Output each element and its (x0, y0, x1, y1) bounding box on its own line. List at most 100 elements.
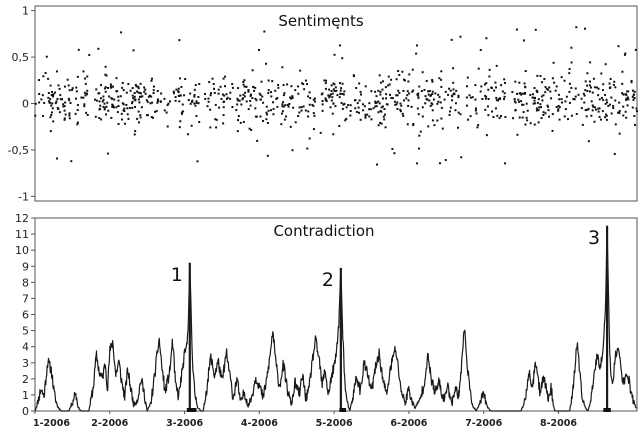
sentiment-point (560, 76, 563, 79)
sentiment-point (156, 98, 159, 101)
sentiment-point (291, 95, 294, 98)
sentiment-point (244, 91, 247, 94)
sentiment-point (598, 115, 601, 118)
sentiment-point (354, 107, 357, 110)
sentiment-point (63, 117, 66, 120)
sentiment-point (272, 113, 275, 116)
sentiment-point (627, 90, 630, 93)
sentiment-point (84, 82, 87, 85)
sentiment-point (71, 87, 74, 90)
sentiment-point (633, 90, 636, 93)
sentiment-point (40, 98, 43, 101)
sentiment-point (235, 109, 238, 112)
sentiment-point (193, 88, 196, 91)
sentiment-point (99, 104, 102, 107)
sentiments-y-tick-label: -0,5 (8, 144, 29, 157)
sentiment-point (282, 94, 285, 97)
sentiment-point (332, 82, 335, 85)
sentiment-point (495, 99, 498, 102)
sentiment-point (537, 98, 540, 101)
sentiment-point (122, 89, 125, 92)
sentiment-point (431, 78, 434, 81)
sentiment-point (602, 83, 605, 86)
sentiment-point (431, 92, 434, 95)
sentiment-point (84, 94, 87, 97)
sentiment-point (364, 115, 367, 118)
sentiment-point (150, 116, 153, 119)
sentiment-point (514, 109, 517, 112)
sentiment-point (145, 99, 148, 102)
sentiment-point (524, 70, 527, 73)
sentiment-point (245, 85, 248, 88)
sentiment-point (289, 125, 292, 128)
sentiment-point (589, 61, 592, 64)
sentiment-point (291, 97, 294, 100)
sentiment-point (131, 94, 134, 97)
sentiment-point (349, 104, 352, 107)
sentiment-point (209, 92, 212, 95)
sentiment-point (231, 83, 234, 86)
sentiment-point (469, 96, 472, 99)
sentiment-point (515, 28, 518, 31)
sentiment-point (321, 103, 324, 106)
sentiment-point (120, 31, 123, 34)
sentiment-point (58, 87, 61, 90)
sentiment-point (283, 92, 286, 95)
sentiment-point (439, 101, 442, 104)
sentiment-point (308, 91, 311, 94)
sentiment-point (304, 79, 307, 82)
sentiments-y-tick-label: -1 (18, 190, 29, 203)
sentiment-point (237, 87, 240, 90)
sentiment-point (585, 115, 588, 118)
sentiment-point (587, 140, 590, 143)
sentiment-point (63, 85, 66, 88)
sentiment-point (444, 159, 447, 162)
sentiment-point (504, 81, 507, 84)
sentiment-point (150, 77, 153, 80)
sentiment-point (247, 90, 250, 93)
sentiment-point (152, 89, 155, 92)
sentiment-point (49, 130, 52, 133)
sentiment-point (110, 86, 113, 89)
sentiment-point (85, 92, 88, 95)
sentiment-point (334, 105, 337, 108)
sentiment-point (547, 109, 550, 112)
sentiment-point (575, 26, 578, 29)
sentiment-point (635, 107, 638, 110)
sentiment-point (586, 84, 589, 87)
sentiment-point (503, 95, 506, 98)
sentiment-point (612, 104, 615, 107)
sentiment-point (150, 79, 153, 82)
sentiment-point (609, 77, 612, 80)
contradiction-line (34, 225, 637, 412)
sentiment-point (418, 85, 421, 88)
sentiment-point (125, 91, 128, 94)
sentiment-point (55, 100, 58, 103)
sentiment-point (68, 89, 71, 92)
sentiment-point (595, 86, 598, 89)
sentiment-point (590, 100, 593, 103)
sentiment-point (390, 96, 393, 99)
sentiment-point (631, 106, 634, 109)
sentiment-point (558, 118, 561, 121)
sentiment-point (357, 106, 360, 109)
sentiment-point (516, 133, 519, 136)
sentiment-point (516, 92, 519, 95)
sentiment-point (267, 109, 270, 112)
sentiment-point (437, 93, 440, 96)
sentiment-point (223, 94, 226, 97)
sentiment-point (418, 134, 421, 137)
sentiment-point (533, 123, 536, 126)
sentiment-point (251, 97, 254, 100)
sentiment-point (82, 96, 85, 99)
sentiment-point (599, 118, 602, 121)
sentiment-point (375, 105, 378, 108)
sentiment-point (630, 81, 633, 84)
sentiment-point (190, 100, 193, 103)
sentiment-point (237, 115, 240, 118)
sentiment-point (196, 160, 199, 163)
sentiment-point (110, 85, 113, 88)
sentiment-point (558, 98, 561, 101)
sentiment-point (249, 99, 252, 102)
sentiment-point (166, 104, 169, 107)
